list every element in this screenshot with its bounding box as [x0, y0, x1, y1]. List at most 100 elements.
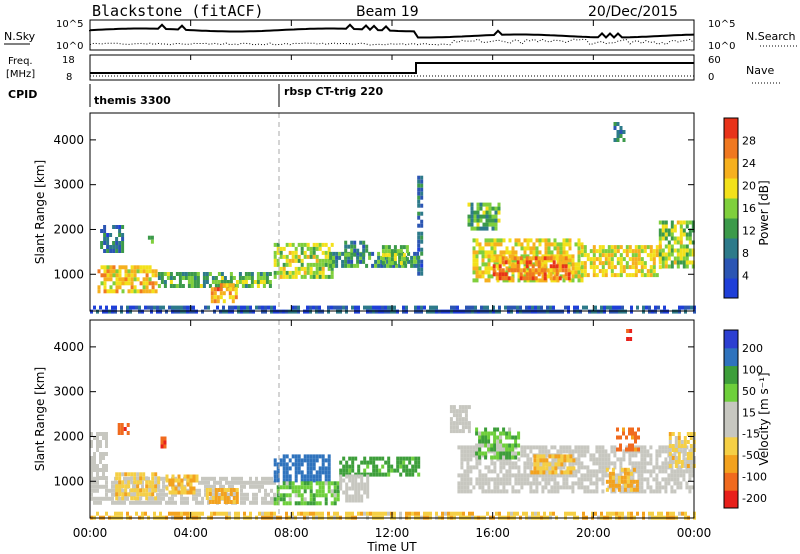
- scatter-cell: [499, 435, 503, 440]
- scatter-cell: [327, 458, 331, 463]
- scatter-cell: [627, 511, 630, 516]
- scatter-cell: [126, 496, 129, 501]
- scatter-cell: [637, 477, 641, 482]
- scatter-cell: [111, 484, 114, 489]
- scatter-cell: [118, 233, 122, 237]
- scatter-cell: [130, 289, 134, 294]
- scatter-cell: [285, 474, 289, 479]
- scatter-cell: [235, 496, 239, 500]
- velocity-colorbar-swatch: [724, 347, 738, 367]
- scatter-cell: [555, 309, 558, 314]
- scatter-cell: [559, 473, 563, 478]
- scatter-cell: [658, 265, 662, 270]
- scatter-cell: [312, 454, 316, 459]
- scatter-cell: [150, 496, 153, 501]
- scatter-cell: [171, 305, 174, 310]
- scatter-cell: [139, 480, 143, 485]
- scatter-cell: [600, 511, 603, 516]
- scatter-cell: [591, 309, 594, 314]
- scatter-cell: [553, 270, 557, 275]
- scatter-cell: [390, 249, 394, 254]
- scatter-cell: [611, 483, 615, 488]
- scatter-cell: [135, 500, 138, 505]
- scatter-cell: [597, 309, 600, 314]
- scatter-cell: [300, 497, 304, 502]
- scatter-cell: [102, 476, 105, 480]
- scatter-cell: [540, 309, 543, 314]
- scatter-cell: [619, 265, 623, 270]
- scatter-cell: [608, 475, 612, 480]
- scatter-cell: [514, 455, 518, 460]
- scatter-cell: [219, 511, 222, 516]
- scatter-cell: [592, 245, 596, 250]
- scatter-cell: [235, 500, 239, 504]
- scatter-cell: [118, 472, 122, 477]
- scatter-cell: [523, 469, 527, 474]
- scatter-cell: [261, 511, 264, 516]
- scatter-cell: [366, 474, 370, 479]
- scatter-cell: [273, 474, 277, 479]
- scatter-cell: [342, 478, 346, 483]
- scatter-cell: [118, 229, 122, 233]
- scatter-cell: [688, 232, 692, 237]
- scatter-cell: [667, 481, 671, 486]
- scatter-cell: [324, 258, 328, 263]
- scatter-cell: [552, 256, 556, 261]
- scatter-cell: [496, 439, 500, 444]
- scatter-cell: [115, 245, 119, 249]
- scatter-cell: [556, 278, 560, 283]
- scatter-cell: [291, 454, 295, 459]
- scatter-cell: [591, 511, 594, 516]
- scatter-cell: [226, 496, 230, 500]
- scatter-cell: [655, 481, 659, 486]
- scatter-cell: [255, 305, 258, 310]
- scatter-cell: [160, 280, 164, 284]
- scatter-cell: [683, 448, 687, 452]
- scatter-cell: [610, 273, 614, 278]
- scatter-cell: [568, 485, 572, 490]
- scatter-cell: [288, 262, 292, 267]
- scatter-cell: [658, 252, 662, 257]
- scatter-cell: [363, 511, 366, 516]
- scatter-cell: [105, 464, 108, 468]
- scatter-cell: [549, 264, 553, 269]
- scatter-cell: [481, 254, 485, 259]
- scatter-cell: [219, 309, 222, 314]
- scatter-cell: [586, 253, 590, 258]
- scatter-cell: [502, 465, 506, 470]
- scatter-cell: [159, 500, 162, 505]
- scatter-cell: [525, 264, 529, 269]
- scatter-cell: [118, 277, 122, 282]
- scatter-cell: [420, 175, 424, 180]
- scatter-cell: [297, 254, 301, 259]
- scatter-cell: [577, 465, 581, 470]
- scatter-cell: [315, 270, 319, 275]
- scatter-cell: [163, 272, 167, 276]
- scatter-cell: [142, 265, 146, 270]
- scatter-cell: [333, 497, 337, 502]
- scatter-cell: [108, 488, 111, 493]
- scatter-cell: [553, 278, 557, 283]
- scatter-cell: [544, 246, 548, 251]
- power-colorbar-tick: 12: [742, 225, 756, 238]
- scatter-cell: [598, 469, 602, 474]
- scatter-cell: [186, 478, 190, 483]
- scatter-cell: [479, 206, 483, 211]
- scatter-cell: [384, 472, 388, 477]
- scatter-cell: [297, 485, 301, 490]
- scatter-cell: [658, 249, 662, 254]
- scatter-cell: [604, 461, 608, 466]
- scatter-cell: [577, 262, 581, 267]
- scatter-cell: [547, 270, 551, 275]
- scatter-cell: [345, 309, 348, 314]
- scatter-cell: [324, 466, 328, 471]
- scatter-cell: [685, 481, 689, 486]
- scatter-cell: [661, 248, 665, 253]
- scatter-cell: [666, 309, 669, 314]
- scatter-cell: [90, 496, 93, 501]
- scatter-cell: [462, 309, 465, 314]
- scatter-cell: [487, 443, 491, 448]
- scatter-cell: [207, 305, 210, 310]
- scatter-cell: [457, 473, 461, 478]
- scatter-cell: [342, 490, 346, 495]
